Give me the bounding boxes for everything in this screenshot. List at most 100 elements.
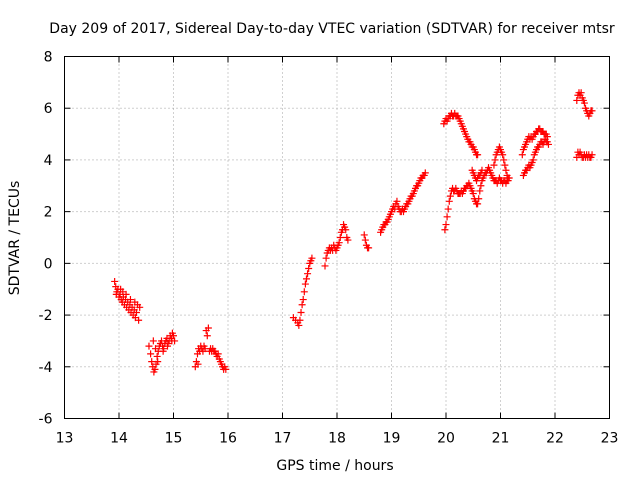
data-point	[477, 182, 485, 190]
data-point	[308, 254, 316, 262]
axis-ticks: 13 14 15 16 17 18 19 20 21 22 23 -6 -4 -2 0 2 4 6 8	[39, 50, 619, 447]
y-tick-label: 0	[44, 256, 53, 272]
data-point	[441, 226, 449, 234]
data-point	[147, 350, 155, 358]
x-tick-label: 14	[110, 431, 128, 447]
y-tick-label: 8	[44, 50, 53, 66]
data-point	[444, 205, 452, 213]
data-point	[474, 151, 482, 159]
chart-title: Day 209 of 2017, Sidereal Day-to-day VTE…	[49, 21, 615, 37]
data-point	[305, 265, 313, 273]
data-point	[499, 151, 507, 159]
data-point	[203, 332, 211, 340]
data-point	[543, 133, 551, 141]
y-tick-label: -4	[39, 360, 53, 376]
data-point	[478, 166, 486, 174]
data-point	[474, 200, 482, 208]
y-tick-label: 2	[44, 205, 53, 221]
data-point	[335, 239, 343, 247]
x-tick-label: 13	[56, 431, 74, 447]
x-tick-label: 19	[383, 431, 401, 447]
data-point	[168, 337, 176, 345]
data-point	[222, 365, 230, 373]
x-tick-label: 20	[437, 431, 455, 447]
x-axis-label: GPS time / hours	[276, 458, 393, 474]
data-point	[300, 288, 308, 296]
data-point	[476, 187, 484, 195]
x-tick-label: 22	[546, 431, 564, 447]
data-point	[365, 244, 373, 252]
data-point	[299, 296, 307, 304]
data-point	[154, 358, 162, 366]
data-point	[393, 197, 401, 205]
data-point	[344, 236, 352, 244]
x-tick-label: 18	[328, 431, 346, 447]
data-point	[151, 365, 159, 373]
data-point	[159, 347, 167, 355]
data-point	[491, 156, 499, 164]
data-point	[490, 161, 498, 169]
data-point	[304, 270, 312, 278]
data-point	[580, 99, 588, 107]
data-point	[136, 303, 144, 311]
data-point	[164, 342, 172, 350]
data-point	[301, 280, 309, 288]
data-point	[204, 324, 212, 332]
plot-frame	[64, 56, 610, 419]
data-point	[149, 337, 157, 345]
data-point	[445, 197, 453, 205]
data-point	[126, 296, 134, 304]
data-point	[501, 161, 509, 169]
data-point	[500, 156, 508, 164]
data-point	[529, 156, 537, 164]
data-point	[577, 89, 585, 97]
data-point	[297, 308, 305, 316]
data-point	[475, 195, 483, 203]
data-point	[321, 262, 329, 270]
data-point	[361, 236, 369, 244]
data-point	[336, 234, 344, 241]
data-point	[295, 321, 303, 329]
data-point	[170, 332, 177, 340]
data-point	[446, 192, 454, 200]
data-point	[588, 107, 596, 115]
data-point	[588, 151, 596, 159]
data-points	[111, 89, 596, 376]
data-point	[111, 277, 119, 285]
data-point	[502, 166, 510, 174]
data-point	[544, 140, 552, 148]
data-point	[145, 342, 153, 350]
y-axis-label: SDTVAR / TECUs	[7, 181, 23, 296]
data-point	[421, 169, 429, 177]
data-point	[135, 316, 143, 324]
data-point	[302, 275, 310, 283]
data-point	[131, 298, 139, 306]
data-point	[518, 151, 526, 159]
data-point	[342, 226, 350, 234]
data-point	[112, 290, 120, 298]
data-point	[132, 308, 140, 316]
data-point	[504, 174, 512, 182]
y-tick-label: -2	[39, 308, 53, 324]
data-point	[322, 254, 330, 262]
x-tick-label: 15	[165, 431, 183, 447]
x-tick-label: 16	[219, 431, 237, 447]
data-point	[214, 350, 222, 358]
x-tick-label: 23	[601, 431, 619, 447]
data-point	[194, 360, 202, 368]
x-tick-label: 17	[274, 431, 292, 447]
data-point	[443, 213, 451, 221]
data-point	[469, 190, 477, 198]
data-point	[442, 221, 450, 229]
y-tick-label: 6	[44, 101, 53, 117]
x-tick-label: 21	[492, 431, 510, 447]
data-point	[122, 290, 130, 298]
data-point	[148, 358, 156, 366]
data-point	[573, 96, 581, 104]
data-point	[298, 301, 306, 309]
y-tick-label: 4	[44, 153, 53, 169]
data-point	[360, 231, 368, 239]
data-point	[152, 345, 160, 353]
y-tick-label: -6	[39, 412, 53, 428]
